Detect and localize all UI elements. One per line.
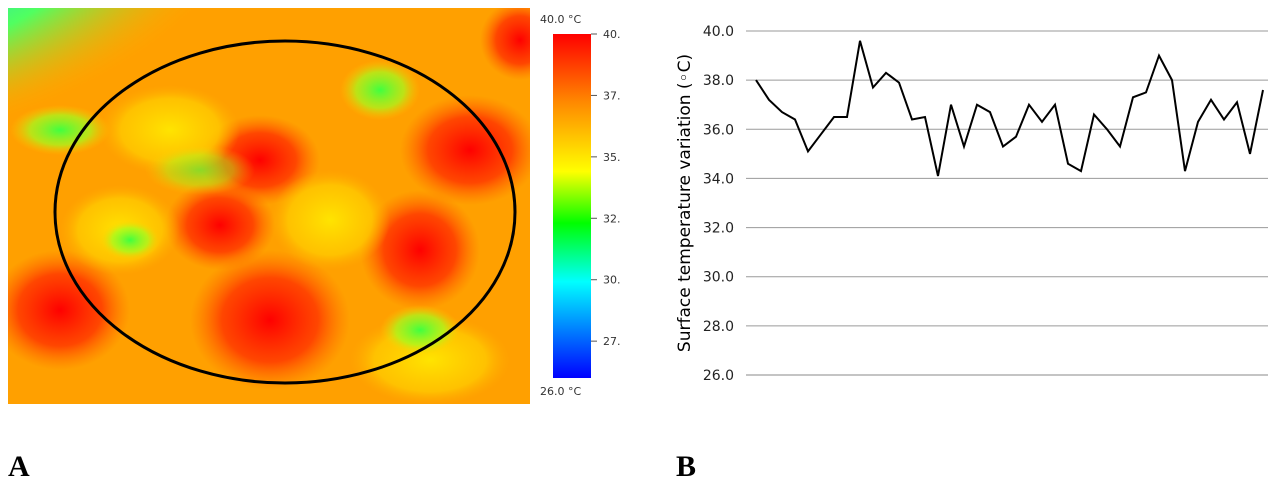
thermal-image-pixels (0, 0, 560, 405)
data-point (847, 117, 848, 118)
data-point (1120, 146, 1121, 147)
y-axis-tick-labels: 40.0 38.0 36.0 34.0 32.0 30.0 28.0 26.0 (703, 24, 734, 384)
panel-label-b: B (676, 450, 696, 484)
data-point (925, 117, 926, 118)
data-point (769, 99, 770, 100)
y-axis-label: Surface temperature variation (◦C) (675, 54, 695, 352)
scale-tick-label: 37.5 (603, 89, 620, 102)
series-line (756, 41, 1263, 176)
color-scale-ticks: 40.0 37.5 35.0 32.5 30.0 27.5 (591, 28, 620, 348)
data-point (912, 119, 913, 120)
data-point (1081, 171, 1082, 172)
data-point (1159, 55, 1160, 56)
data-point (1172, 80, 1173, 81)
data-point (990, 112, 991, 113)
data-series (756, 40, 1264, 176)
data-point (938, 176, 939, 177)
data-point (1003, 146, 1004, 147)
data-point (834, 117, 835, 118)
data-point (1146, 92, 1147, 93)
y-tick-label: 28.0 (703, 319, 734, 335)
data-point (1133, 97, 1134, 98)
y-tick-label: 32.0 (703, 221, 734, 237)
data-point (1068, 163, 1069, 164)
y-tick-label: 40.0 (703, 24, 734, 40)
thermal-image: 40.0 °C 26.0 °C 40.0 37.5 35.0 32.5 30.0 27.5 (0, 0, 620, 420)
data-point (1055, 104, 1056, 105)
data-point (1250, 153, 1251, 154)
scale-tick-label: 27.5 (603, 335, 620, 348)
data-point (1016, 136, 1017, 137)
line-chart: 40.0 38.0 36.0 34.0 32.0 30.0 28.0 26.0 Surface… (640, 0, 1268, 420)
data-point (1029, 104, 1030, 105)
data-point (782, 112, 783, 113)
data-point (1042, 121, 1043, 122)
color-scale-bar (553, 34, 591, 378)
data-point (756, 80, 757, 81)
chart-gridlines (746, 31, 1268, 375)
data-point (1094, 114, 1095, 115)
data-point (1263, 90, 1264, 91)
scale-max-label: 40.0 °C (540, 13, 581, 26)
data-point (951, 104, 952, 105)
y-tick-label: 36.0 (703, 122, 734, 138)
scale-min-label: 26.0 °C (540, 385, 581, 398)
data-point (899, 82, 900, 83)
line-chart-panel: 40.0 38.0 36.0 34.0 32.0 30.0 28.0 26.0 Surface… (640, 0, 1268, 420)
data-point (1185, 171, 1186, 172)
data-point (1237, 102, 1238, 103)
scale-tick-label: 30.0 (603, 274, 620, 287)
data-point (977, 104, 978, 105)
scale-tick-label: 35.0 (603, 151, 620, 164)
y-tick-label: 38.0 (703, 73, 734, 89)
data-point (795, 119, 796, 120)
data-point (873, 87, 874, 88)
data-point (808, 151, 809, 152)
data-point (1224, 119, 1225, 120)
panel-label-a: A (8, 450, 30, 484)
data-point (886, 72, 887, 73)
data-point (1211, 99, 1212, 100)
data-point (860, 40, 861, 41)
data-point (964, 146, 965, 147)
scale-tick-label: 32.5 (603, 212, 620, 225)
scale-tick-label: 40.0 (603, 28, 620, 41)
data-point (1198, 121, 1199, 122)
data-point (1107, 129, 1108, 130)
data-point (821, 134, 822, 135)
y-tick-label: 30.0 (703, 270, 734, 286)
y-tick-label: 34.0 (703, 171, 734, 187)
thermal-image-panel: 40.0 °C 26.0 °C 40.0 37.5 35.0 32.5 30.0 27.5 (0, 0, 620, 420)
y-tick-label: 26.0 (703, 368, 734, 384)
